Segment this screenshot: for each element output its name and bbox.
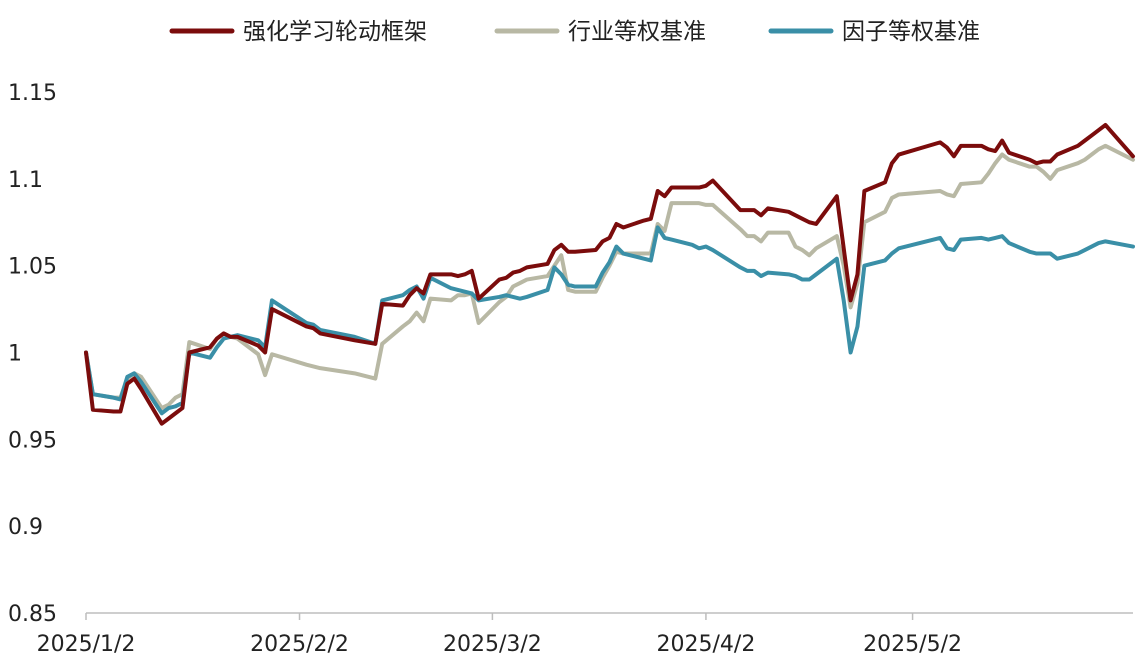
y-axis: 0.85 0.9 0.95 1 1.05 1.1 1.15 (8, 81, 57, 627)
x-tick-label: 2025/2/2 (250, 632, 349, 657)
x-axis: 2025/1/2 2025/2/2 2025/3/2 2025/4/2 2025/5/2 (37, 612, 1133, 657)
series-line-3 (84, 225, 1135, 416)
y-tick-label: 0.95 (8, 428, 57, 453)
series-line-2 (84, 143, 1135, 411)
x-tick-label: 2025/1/2 (37, 632, 136, 657)
x-tick-label: 2025/3/2 (443, 632, 542, 657)
legend-label: 因子等权基准 (842, 19, 980, 45)
series-line-1 (84, 123, 1135, 426)
y-tick-label: 1.1 (8, 168, 43, 193)
x-tick-label: 2025/4/2 (657, 632, 756, 657)
legend-label: 行业等权基准 (568, 19, 706, 45)
y-tick-label: 1.05 (8, 255, 57, 280)
y-tick-label: 1 (8, 342, 22, 367)
series-lines (84, 123, 1135, 426)
y-tick-label: 0.85 (8, 602, 57, 627)
x-tick-label: 2025/5/2 (863, 632, 962, 657)
legend-label: 强化学习轮动框架 (243, 19, 427, 45)
y-tick-label: 1.15 (8, 81, 57, 106)
y-tick-label: 0.9 (8, 515, 43, 540)
legend: 强化学习轮动框架 行业等权基准 因子等权基准 (169, 19, 980, 45)
